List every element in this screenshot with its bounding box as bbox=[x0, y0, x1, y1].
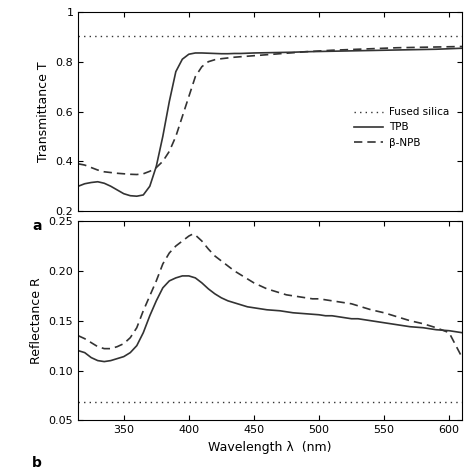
Y-axis label: Reflectance R: Reflectance R bbox=[30, 277, 43, 364]
Text: b: b bbox=[32, 456, 42, 470]
Y-axis label: Transmittance T: Transmittance T bbox=[37, 61, 50, 162]
X-axis label: Wavelength λ  (nm): Wavelength λ (nm) bbox=[209, 441, 332, 454]
Legend: Fused silica, TPB, β-NPB: Fused silica, TPB, β-NPB bbox=[350, 103, 453, 152]
Text: a: a bbox=[32, 219, 42, 233]
